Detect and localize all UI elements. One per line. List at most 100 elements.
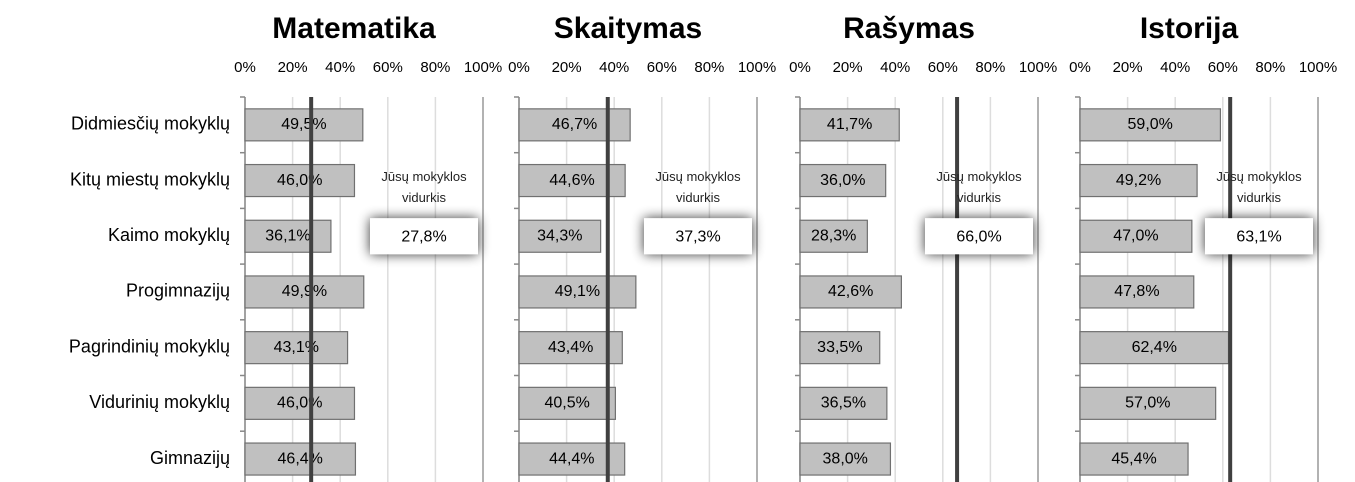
bar — [518, 386, 616, 420]
bar — [244, 386, 356, 420]
bar — [518, 219, 602, 253]
bar — [1079, 108, 1222, 142]
reference-box — [1205, 218, 1313, 255]
bar — [244, 331, 349, 365]
category-label: Kitų miestų mokyklų — [70, 169, 230, 189]
bar — [799, 163, 887, 198]
x-tick-label: 100% — [1299, 59, 1337, 76]
reference-value-label: 63,1% — [1236, 228, 1281, 245]
bar-value-label: 44,6% — [549, 172, 594, 189]
bar — [244, 108, 364, 142]
x-tick-label: 0% — [508, 59, 530, 76]
bar — [1079, 442, 1189, 476]
category-label: Progimnazijų — [126, 281, 230, 301]
reference-box — [370, 218, 478, 255]
bar — [244, 275, 365, 309]
bar — [1079, 219, 1193, 253]
panel-title: Skaitymas — [554, 12, 702, 45]
category-label: Kaimo mokyklų — [108, 225, 230, 245]
panel-title: Rašymas — [843, 12, 975, 45]
x-tick-label: 80% — [1255, 59, 1285, 76]
bar-value-label: 46,0% — [277, 395, 322, 412]
category-label: Didmiesčių mokyklų — [71, 114, 230, 134]
x-tick-label: 80% — [975, 59, 1005, 76]
x-tick-label: 60% — [928, 59, 958, 76]
bar — [799, 331, 881, 365]
x-tick-label: 80% — [694, 59, 724, 76]
bar-value-label: 36,0% — [820, 172, 865, 189]
bar — [799, 108, 900, 142]
reference-value-label: 27,8% — [401, 228, 446, 245]
bar-value-label: 43,4% — [548, 339, 593, 356]
bar — [244, 219, 332, 253]
bar-value-label: 49,1% — [555, 283, 600, 300]
bar-value-label: 28,3% — [811, 227, 856, 244]
reference-note: Jūsų mokyklos vidurkis — [1216, 169, 1302, 205]
bar — [518, 331, 623, 365]
bar — [799, 442, 892, 476]
reference-box — [644, 218, 752, 255]
bar-value-label: 62,4% — [1132, 339, 1177, 356]
reference-note: Jūsų mokyklos vidurkis — [936, 169, 1022, 205]
bar-value-label: 49,9% — [282, 283, 327, 300]
x-tick-label: 100% — [1019, 59, 1057, 76]
x-tick-label: 60% — [647, 59, 677, 76]
bar-value-label: 42,6% — [828, 283, 873, 300]
panel-title: Matematika — [272, 12, 436, 45]
reference-box — [925, 218, 1033, 255]
bar-value-label: 33,5% — [817, 339, 862, 356]
x-tick-label: 100% — [738, 59, 776, 76]
x-tick-label: 0% — [789, 59, 811, 76]
bar-value-label: 41,7% — [827, 116, 872, 133]
category-label: Pagrindinių mokyklų — [69, 336, 230, 356]
bar-value-label: 34,3% — [537, 227, 582, 244]
bar — [799, 386, 888, 420]
x-tick-label: 100% — [464, 59, 502, 76]
bar-value-label: 49,2% — [1116, 172, 1161, 189]
x-tick-label: 20% — [278, 59, 308, 76]
bar — [518, 275, 637, 309]
x-tick-label: 20% — [1113, 59, 1143, 76]
x-tick-label: 80% — [420, 59, 450, 76]
bar — [244, 163, 356, 198]
bar — [799, 275, 902, 309]
x-tick-label: 40% — [1160, 59, 1190, 76]
reference-note: Jūsų mokyklos vidurkis — [381, 169, 467, 205]
bar — [1079, 331, 1230, 365]
bar-value-label: 46,4% — [278, 450, 323, 467]
x-tick-label: 20% — [552, 59, 582, 76]
bar-value-label: 59,0% — [1128, 116, 1173, 133]
reference-note: Jūsų mokyklos vidurkis — [655, 169, 741, 205]
category-label: Gimnazijų — [150, 448, 230, 468]
bar-value-label: 49,5% — [281, 116, 326, 133]
bar-value-label: 43,1% — [274, 339, 319, 356]
bar-value-label: 40,5% — [545, 395, 590, 412]
reference-value-label: 37,3% — [675, 228, 720, 245]
bar — [1079, 163, 1198, 198]
bar-value-label: 47,0% — [1113, 227, 1158, 244]
x-tick-label: 40% — [880, 59, 910, 76]
reference-value-label: 66,0% — [956, 228, 1001, 245]
bar-value-label: 38,0% — [823, 450, 868, 467]
bar-value-label: 36,5% — [821, 395, 866, 412]
bar-value-label: 36,1% — [265, 227, 310, 244]
bar — [1079, 275, 1195, 309]
x-tick-label: 60% — [373, 59, 403, 76]
x-tick-label: 40% — [599, 59, 629, 76]
bar-value-label: 44,4% — [549, 450, 594, 467]
x-tick-label: 20% — [833, 59, 863, 76]
bar-value-label: 45,4% — [1111, 450, 1156, 467]
x-tick-label: 0% — [234, 59, 256, 76]
bar-value-label: 46,7% — [552, 116, 597, 133]
bar — [518, 108, 631, 142]
bar — [1079, 386, 1217, 420]
x-tick-label: 40% — [325, 59, 355, 76]
x-tick-label: 0% — [1069, 59, 1091, 76]
category-label: Vidurinių mokyklų — [89, 392, 230, 412]
bar — [799, 219, 868, 253]
panel-title: Istorija — [1140, 12, 1239, 45]
bar-value-label: 46,0% — [277, 172, 322, 189]
bar-value-label: 57,0% — [1125, 395, 1170, 412]
